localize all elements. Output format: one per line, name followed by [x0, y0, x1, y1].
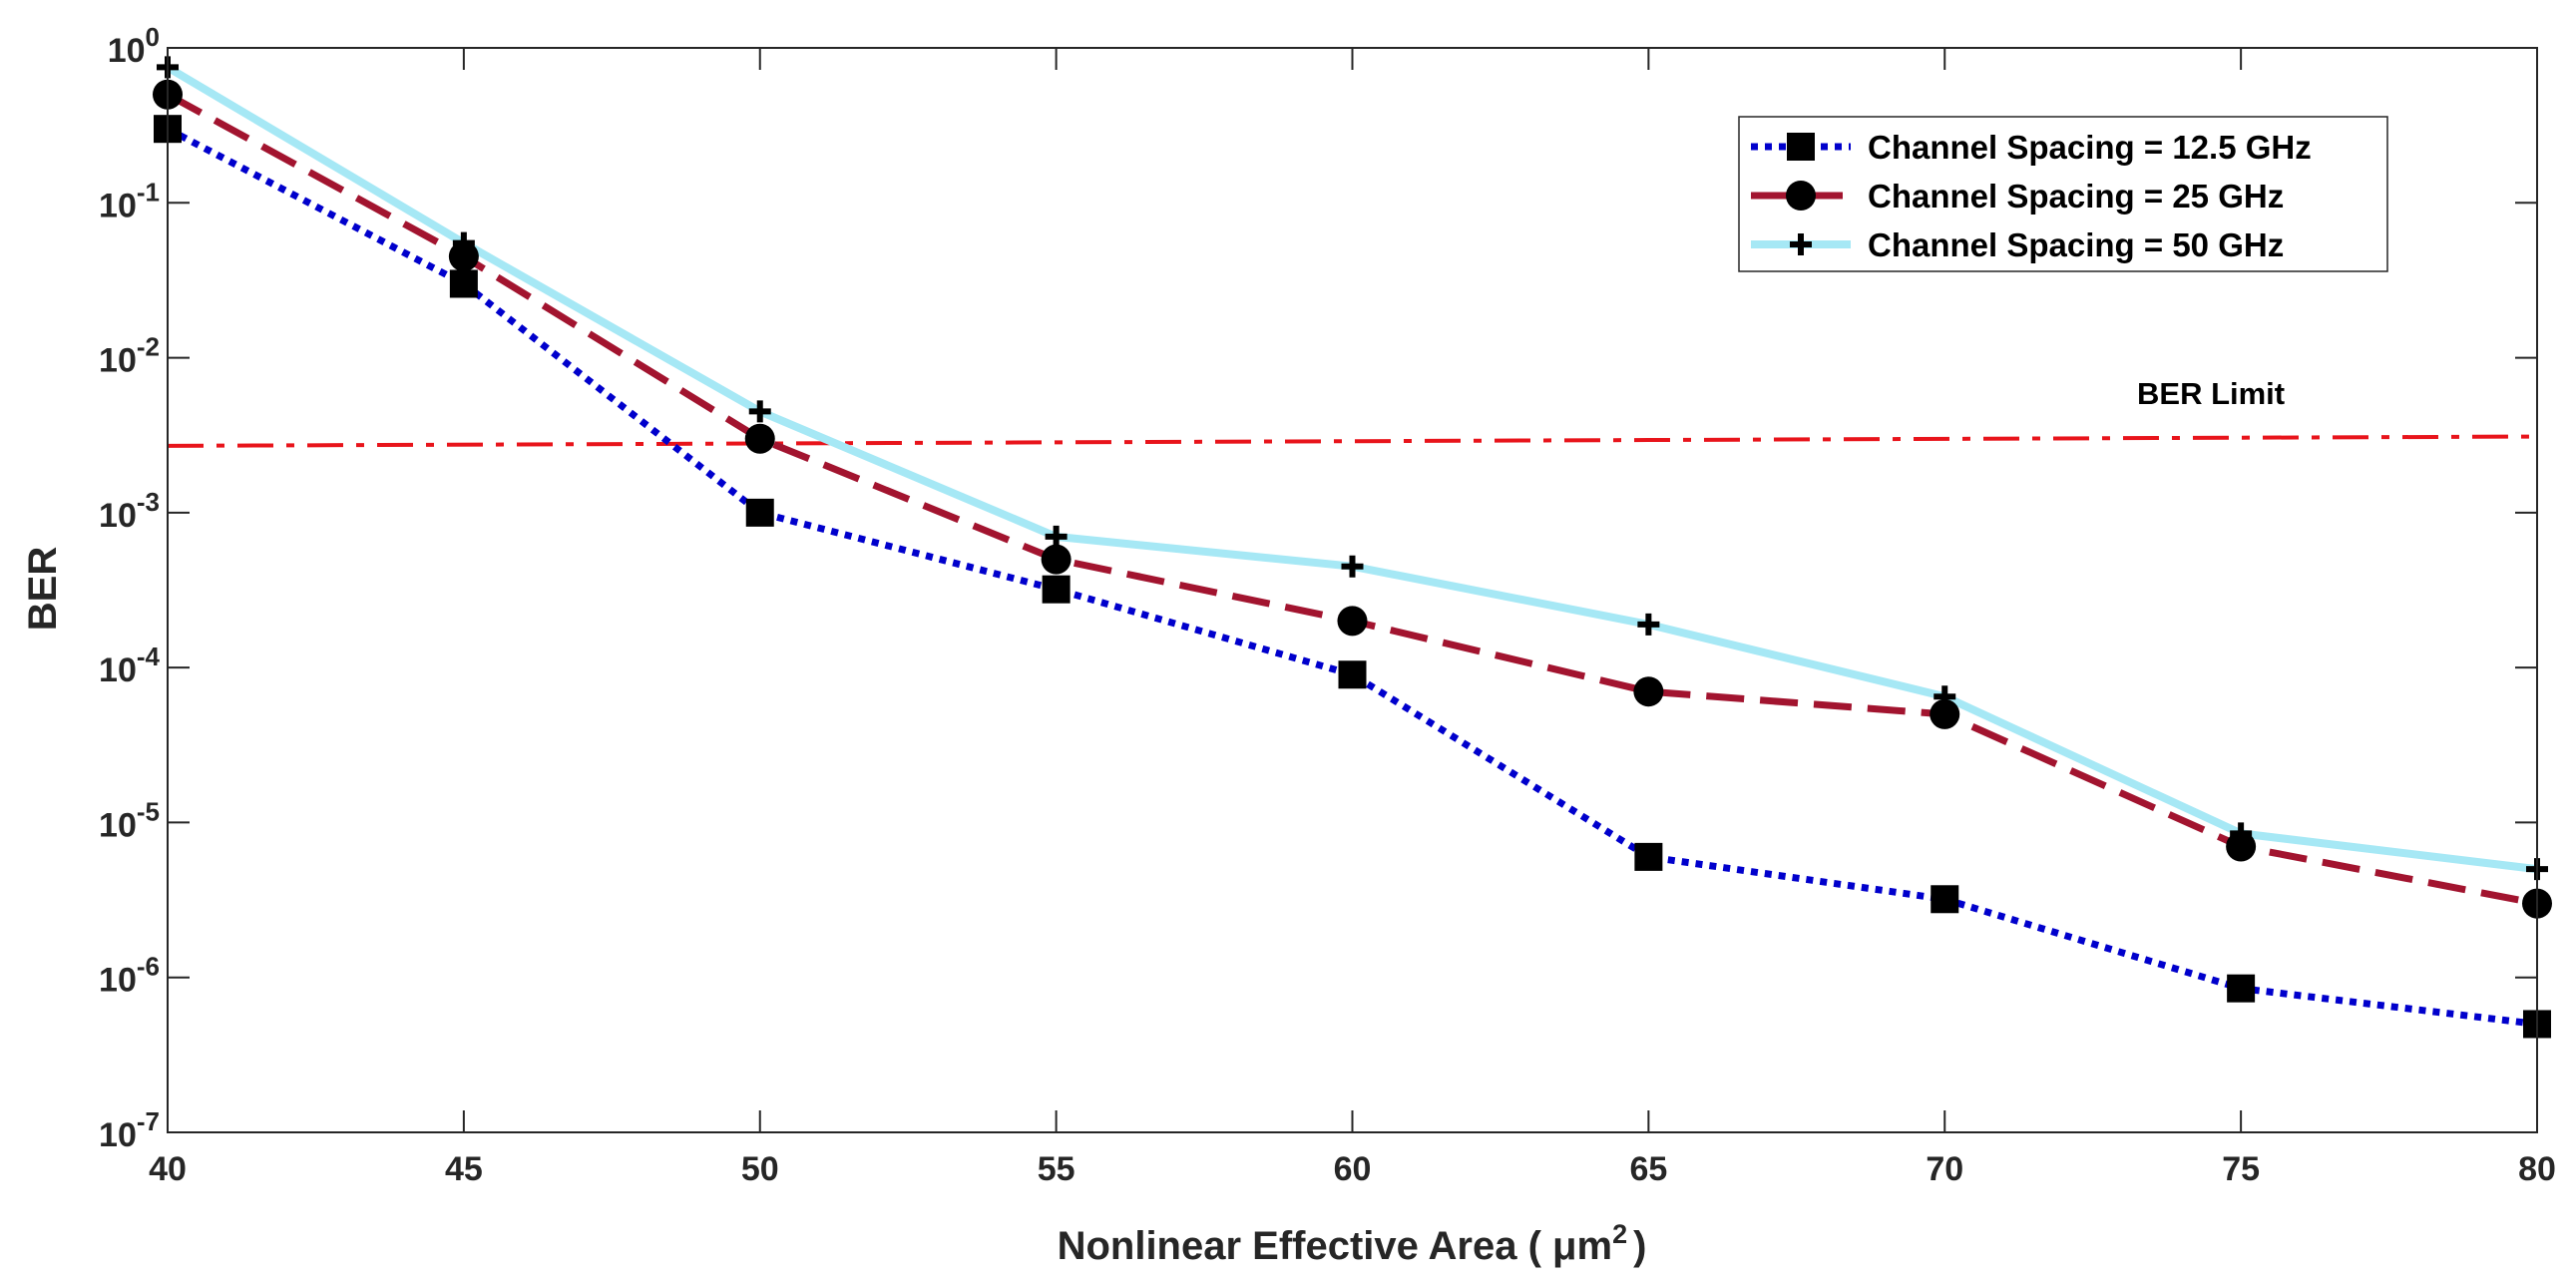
x-axis-label-text: Nonlinear Effective Area ( μm: [1058, 1224, 1612, 1268]
y-tick-exponent: -6: [137, 952, 160, 982]
y-tick-label: 10-3: [99, 487, 160, 535]
legend: Channel Spacing = 12.5 GHz Channel Spacin…: [1738, 116, 2388, 272]
x-tick-label: 45: [445, 1150, 483, 1188]
axis-ticks: 40 45 50 55 60 65 70 75 8010010-110-210-310-410-…: [99, 22, 2556, 1188]
legend-marker-2: [1786, 181, 1816, 211]
series-1-point: [1634, 842, 1663, 871]
series-1-point: [745, 498, 774, 527]
y-tick-exponent: -3: [137, 487, 160, 517]
series-2-point: [1633, 676, 1664, 707]
legend-entry-3: Channel Spacing = 50 GHz: [1751, 226, 2284, 263]
x-tick-label: 60: [1334, 1150, 1372, 1188]
series-3-point: [748, 400, 771, 423]
series-3-point: [1045, 525, 1068, 548]
y-tick-base: 10: [99, 1116, 137, 1154]
ber-limit-annotation: BER Limit: [2137, 376, 2285, 411]
series-1-point: [1338, 660, 1367, 689]
y-tick-label: 10-6: [99, 952, 160, 1000]
y-tick-label: 100: [108, 22, 160, 70]
x-tick-label: 75: [2222, 1150, 2260, 1188]
series-2-point: [1041, 544, 1072, 575]
series-1-point: [2227, 974, 2256, 1003]
y-tick-base: 10: [99, 187, 137, 224]
y-tick-base: 10: [99, 497, 137, 535]
y-tick-label: 10-2: [99, 332, 160, 380]
y-tick-base: 10: [108, 32, 146, 70]
legend-entry-1: Channel Spacing = 12.5 GHz: [1751, 129, 2312, 166]
x-tick-label: 40: [149, 1150, 187, 1188]
series-1-point: [449, 269, 478, 298]
ber-limit-line: [167, 434, 2538, 448]
series-2-point: [1337, 606, 1368, 637]
x-axis-label-close: ): [1633, 1224, 1646, 1268]
reference-line-layer: [167, 434, 2538, 448]
x-tick-label: 50: [741, 1150, 779, 1188]
y-tick-base: 10: [99, 651, 137, 689]
y-tick-label: 10-5: [99, 796, 160, 844]
y-tick-exponent: -5: [137, 796, 160, 826]
x-tick-label: 65: [1629, 1150, 1667, 1188]
legend-label-1: Channel Spacing = 12.5 GHz: [1868, 129, 2312, 166]
series-2-point: [2226, 831, 2257, 862]
y-tick-exponent: -4: [137, 642, 161, 671]
series-1-point: [1042, 575, 1071, 604]
x-axis-label-superscript: 2: [1612, 1219, 1627, 1249]
y-axis-label: BER: [21, 547, 65, 632]
y-tick-base: 10: [99, 342, 137, 380]
legend-entry-2: Channel Spacing = 25 GHz: [1751, 178, 2284, 215]
legend-label-2: Channel Spacing = 25 GHz: [1868, 178, 2284, 215]
series-2-point: [448, 241, 479, 272]
x-axis-label: Nonlinear Effective Area ( μm2): [1058, 1219, 1647, 1268]
legend-label-3: Channel Spacing = 50 GHz: [1868, 226, 2284, 263]
svg-text:Nonlinear Effective Area ( μm2: Nonlinear Effective Area ( μm2): [1058, 1219, 1647, 1268]
series-3-point: [1341, 555, 1364, 578]
legend-marker-1: [1787, 133, 1815, 161]
y-tick-label: 10-1: [99, 177, 160, 224]
y-tick-exponent: 0: [146, 22, 160, 52]
series-2-point: [744, 423, 775, 454]
x-tick-label: 55: [1038, 1150, 1075, 1188]
y-tick-label: 10-7: [99, 1106, 160, 1154]
y-tick-exponent: -1: [137, 177, 160, 207]
y-tick-label: 10-4: [99, 642, 160, 689]
x-tick-label: 80: [2518, 1150, 2556, 1188]
series-3-point: [1637, 613, 1660, 636]
y-tick-base: 10: [99, 806, 137, 844]
series-1-point: [1931, 885, 1959, 914]
y-tick-exponent: -7: [137, 1106, 160, 1136]
x-tick-label: 70: [1926, 1150, 1963, 1188]
legend-marker-3: [1790, 233, 1812, 255]
y-tick-base: 10: [99, 962, 137, 1000]
series-2-point: [1930, 698, 1960, 729]
y-tick-exponent: -2: [137, 332, 160, 362]
series-2-markers: [153, 79, 2552, 919]
